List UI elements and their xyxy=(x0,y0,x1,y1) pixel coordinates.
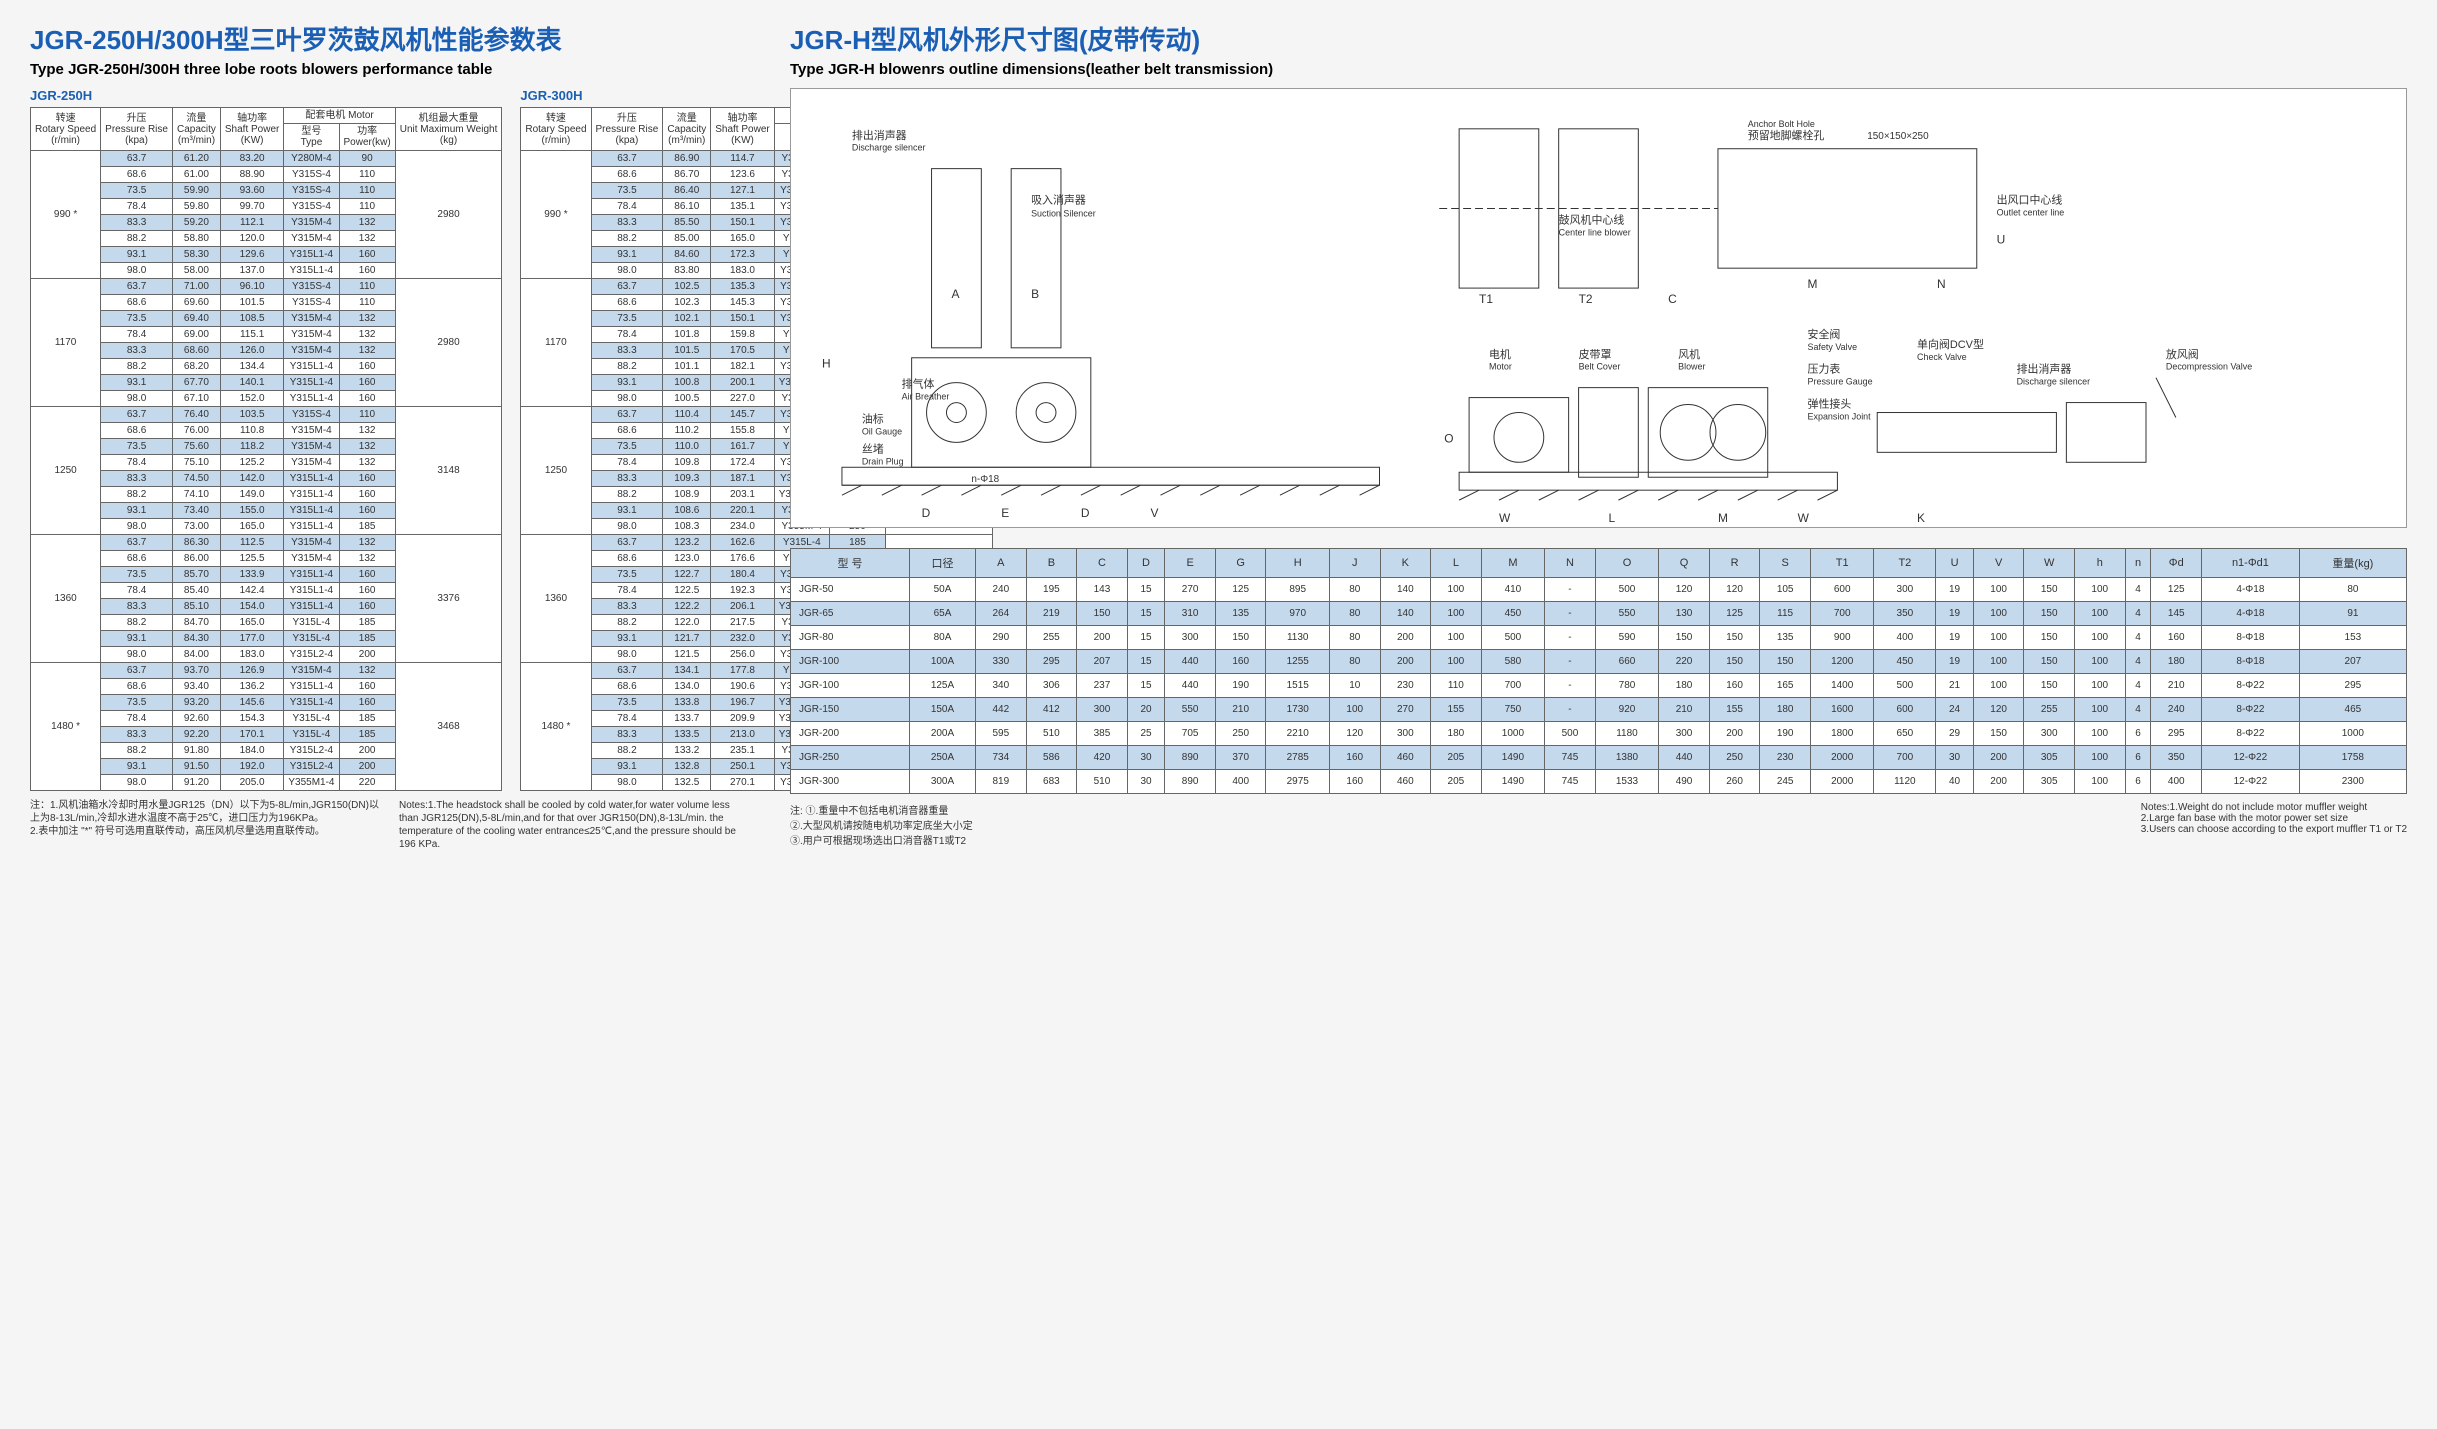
svg-text:W: W xyxy=(1798,511,1810,525)
dimension-row: JGR-100125A34030623715440190151510230110… xyxy=(791,674,2407,698)
left-title-cn: JGR-250H/300H型三叶罗茨鼓风机性能参数表 xyxy=(30,20,750,57)
svg-text:V: V xyxy=(1151,506,1159,520)
performance-table-a: 转速Rotary Speed(r/min) 升压Pressure Rise(kp… xyxy=(30,107,502,791)
perf-row: 1480 *63.793.70126.9Y315M-41323468 xyxy=(31,663,502,679)
svg-text:U: U xyxy=(1997,232,2006,246)
svg-text:Pressure Gauge: Pressure Gauge xyxy=(1808,377,1873,387)
svg-text:Suction Silencer: Suction Silencer xyxy=(1031,208,1096,218)
right-notes-en: Notes:1.Weight do not include motor muff… xyxy=(2141,802,2407,847)
svg-text:Blower: Blower xyxy=(1678,362,1705,372)
perf-row: 125063.776.40103.5Y315S-41103148 xyxy=(31,407,502,423)
svg-text:弹性接头: 弹性接头 xyxy=(1808,397,1852,411)
svg-text:排出消声器: 排出消声器 xyxy=(2017,362,2072,376)
svg-text:n-Φ18: n-Φ18 xyxy=(971,474,999,485)
svg-text:Air Breather: Air Breather xyxy=(902,392,950,402)
dimension-row: JGR-100100A33029520715440160125580200100… xyxy=(791,650,2407,674)
svg-text:Safety Valve: Safety Valve xyxy=(1808,342,1858,352)
svg-text:Outlet center line: Outlet center line xyxy=(1997,207,2065,217)
svg-text:O: O xyxy=(1444,431,1453,445)
svg-text:压力表: 压力表 xyxy=(1808,362,1841,376)
svg-text:Center line blower: Center line blower xyxy=(1559,227,1631,237)
svg-text:放风阀: 放风阀 xyxy=(2166,347,2199,361)
svg-text:Discharge silencer: Discharge silencer xyxy=(852,143,926,153)
svg-text:出风口中心线: 出风口中心线 xyxy=(1997,192,2063,206)
outline-dimension-diagram: 吸入消声器 Suction Silencer 排出消声器 Discharge s… xyxy=(790,88,2407,528)
notes-b: Notes:1.The headstock shall be cooled by… xyxy=(399,799,750,851)
left-title-en: Type JGR-250H/300H three lobe roots blow… xyxy=(30,61,750,78)
dimension-row: JGR-300300A81968351030890400297516046020… xyxy=(791,770,2407,794)
svg-text:预留地脚螺栓孔: 预留地脚螺栓孔 xyxy=(1748,128,1825,142)
svg-text:T2: T2 xyxy=(1579,292,1593,306)
perf-row: 117063.771.0096.10Y315S-41102980 xyxy=(31,279,502,295)
svg-text:W: W xyxy=(1499,511,1511,525)
svg-text:Oil Gauge: Oil Gauge xyxy=(862,426,902,436)
svg-text:D: D xyxy=(922,506,931,520)
svg-text:Motor: Motor xyxy=(1489,362,1512,372)
svg-text:油标: 油标 xyxy=(862,411,884,425)
svg-text:T1: T1 xyxy=(1479,292,1493,306)
dimension-row: JGR-6565A2642191501531013597080140100450… xyxy=(791,602,2407,626)
dimension-row: JGR-5050A2401951431527012589580140100410… xyxy=(791,578,2407,602)
svg-text:安全阀: 安全阀 xyxy=(1808,327,1841,341)
dimension-row: JGR-250250A73458642030890370278516046020… xyxy=(791,746,2407,770)
svg-text:Check Valve: Check Valve xyxy=(1917,352,1967,362)
svg-text:Discharge silencer: Discharge silencer xyxy=(2017,377,2091,387)
svg-text:电机: 电机 xyxy=(1489,347,1511,361)
svg-text:排气体: 排气体 xyxy=(902,377,935,391)
svg-text:M: M xyxy=(1718,511,1728,525)
svg-text:A: A xyxy=(951,287,959,301)
svg-text:丝堵: 丝堵 xyxy=(862,441,884,455)
svg-text:Decompression Valve: Decompression Valve xyxy=(2166,362,2252,372)
svg-text:鼓风机中心线: 鼓风机中心线 xyxy=(1559,212,1625,226)
right-title-en: Type JGR-H blowenrs outline dimensions(l… xyxy=(790,61,2407,78)
svg-text:Drain Plug: Drain Plug xyxy=(862,456,904,466)
dimension-row: JGR-200200A59551038525705250221012030018… xyxy=(791,722,2407,746)
svg-text:Belt Cover: Belt Cover xyxy=(1579,362,1621,372)
svg-text:吸入消声器: 吸入消声器 xyxy=(1031,192,1086,206)
svg-text:C: C xyxy=(1668,292,1677,306)
dimension-row: JGR-150150A44241230020550210173010027015… xyxy=(791,698,2407,722)
svg-text:排出消声器: 排出消声器 xyxy=(852,128,907,142)
svg-text:风机: 风机 xyxy=(1678,347,1700,361)
dimension-table: 型 号口径ABCDEGHJKLMNOQRST1T2UVWhnΦdn1-Φd1重量… xyxy=(790,548,2407,794)
svg-text:K: K xyxy=(1917,511,1925,525)
svg-text:Anchor Bolt Hole: Anchor Bolt Hole xyxy=(1748,119,1815,129)
svg-text:N: N xyxy=(1937,277,1946,291)
svg-text:150×150×250: 150×150×250 xyxy=(1867,131,1929,142)
right-title-cn: JGR-H型风机外形尺寸图(皮带传动) xyxy=(790,20,2407,57)
perf-row: 990 *63.761.2083.20Y280M-4902980 xyxy=(31,151,502,167)
svg-text:D: D xyxy=(1081,506,1090,520)
dimension-row: JGR-8080A2902552001530015011308020010050… xyxy=(791,626,2407,650)
perf-row: 136063.786.30112.5Y315M-41323376 xyxy=(31,535,502,551)
notes-a: 注：1.风机油箱水冷却时用水量JGR125（DN）以下为5-8L/min,JGR… xyxy=(30,799,381,851)
svg-text:M: M xyxy=(1808,277,1818,291)
svg-text:E: E xyxy=(1001,506,1009,520)
svg-text:单向阀DCV型: 单向阀DCV型 xyxy=(1917,337,1984,351)
svg-text:H: H xyxy=(822,357,831,371)
model-a-label: JGR-250H xyxy=(30,88,502,103)
right-notes-cn: 注: ①.重量中不包括电机消音器重量 ②.大型风机请按随电机功率定底坐大小定 ③… xyxy=(790,802,973,847)
svg-text:L: L xyxy=(1608,511,1615,525)
svg-text:Expansion Joint: Expansion Joint xyxy=(1808,411,1872,421)
svg-text:B: B xyxy=(1031,287,1039,301)
svg-text:皮带罩: 皮带罩 xyxy=(1579,348,1612,361)
